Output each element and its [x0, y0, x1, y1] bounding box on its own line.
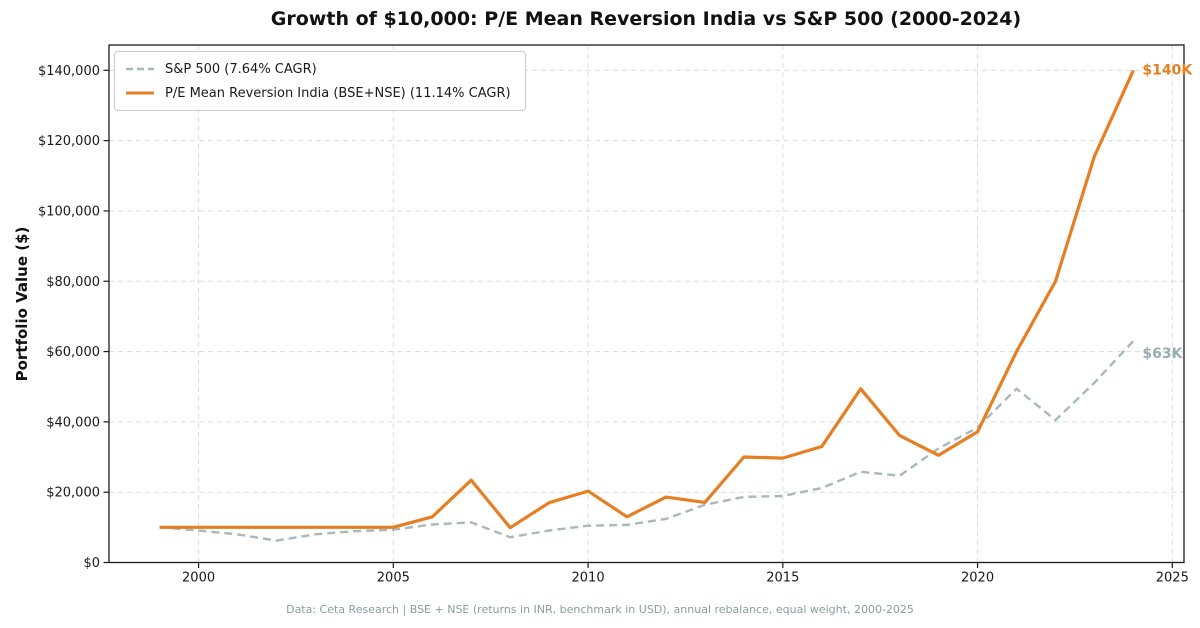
value-annotations: $140K $63K [1142, 62, 1193, 362]
legend-label-sp500: S&P 500 (7.64% CAGR) [165, 61, 317, 77]
india-solid-line-sample [126, 91, 154, 95]
y-tick-label: $0 [83, 556, 100, 571]
legend-item-sp500: S&P 500 (7.64% CAGR) [125, 59, 511, 79]
india-line [159, 69, 1135, 530]
y-tick-label: $60,000 [46, 345, 100, 360]
sp500-line [159, 340, 1135, 542]
data-series [159, 69, 1135, 542]
y-tick-label: $120,000 [38, 134, 100, 149]
x-tick-label: 2010 [572, 571, 605, 586]
x-tick-label: 2005 [377, 571, 410, 586]
legend-item-india: P/E Mean Reversion India (BSE+NSE) (11.1… [125, 83, 511, 103]
chart-title: Growth of $10,000: P/E Mean Reversion In… [270, 8, 1022, 30]
annotation-63k: $63K [1142, 346, 1183, 362]
x-tick-label: 2025 [1156, 571, 1189, 586]
gridlines [109, 45, 1184, 563]
y-tick-label: $80,000 [46, 275, 100, 290]
legend: S&P 500 (7.64% CAGR) P/E Mean Reversion … [114, 51, 526, 111]
x-tick-label: 2015 [766, 571, 799, 586]
sp500-dashed-line-sample [126, 67, 154, 71]
annotation-140k: $140K [1142, 62, 1193, 78]
plot-frame [108, 44, 1185, 564]
y-tick-label: $140,000 [38, 64, 100, 79]
y-tick-label: $100,000 [38, 204, 100, 219]
x-tick-label: 2020 [961, 571, 994, 586]
footer-note: Data: Ceta Research | BSE + NSE (returns… [286, 603, 914, 616]
y-tick-label: $20,000 [46, 486, 100, 501]
axis-ticks: $0 $20,000 $40,000 $60,000 $80,000 $100,000 $1… [38, 64, 1189, 586]
x-tick-label: 2000 [182, 571, 215, 586]
y-tick-label: $40,000 [46, 415, 100, 430]
legend-label-india: P/E Mean Reversion India (BSE+NSE) (11.1… [165, 85, 511, 101]
